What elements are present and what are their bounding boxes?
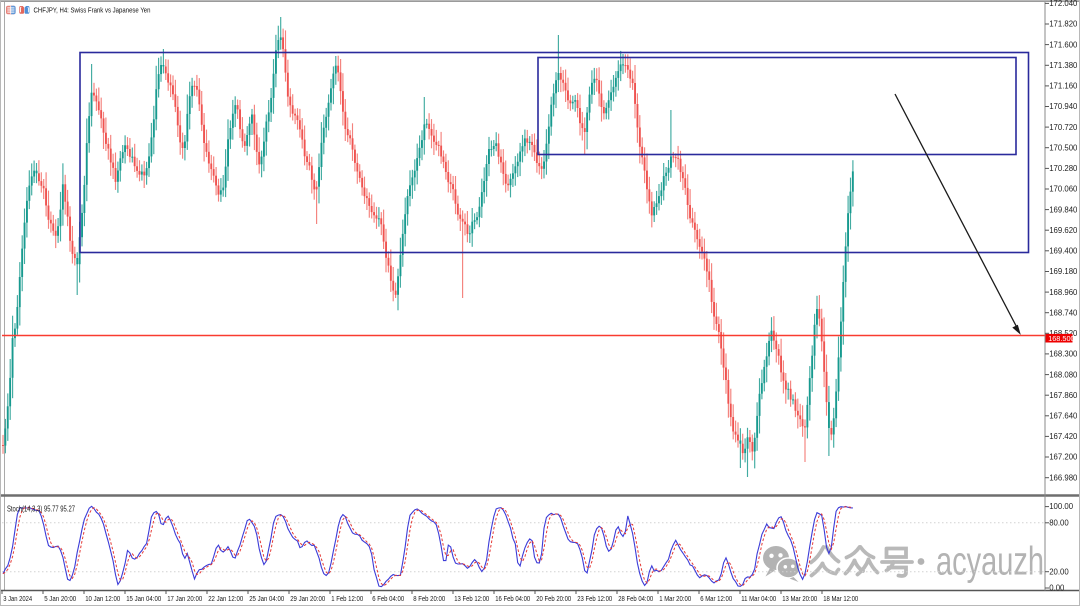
svg-text:168.960: 168.960 [1049,288,1078,297]
svg-text:170.500: 170.500 [1049,143,1078,152]
svg-text:acyauzh: acyauzh [936,540,1044,584]
svg-text:28 Feb 04:00: 28 Feb 04:00 [618,596,653,603]
svg-text:168.740: 168.740 [1049,308,1078,317]
svg-text:29 Jan 20:00: 29 Jan 20:00 [290,596,325,603]
svg-text:171.600: 171.600 [1049,40,1078,49]
svg-text:167.640: 167.640 [1049,412,1078,421]
svg-text:167.860: 167.860 [1049,391,1078,400]
svg-text:169.840: 169.840 [1049,205,1078,214]
svg-text:80.00: 80.00 [1049,519,1069,528]
svg-text:171.820: 171.820 [1049,20,1078,29]
svg-text:Stoch(14,3,3) 95.77 95.27: Stoch(14,3,3) 95.77 95.27 [7,505,75,514]
svg-text:167.200: 167.200 [1049,453,1078,462]
svg-text:169.620: 169.620 [1049,226,1078,235]
svg-text:1 Feb 12:00: 1 Feb 12:00 [331,596,363,603]
svg-text:169.180: 169.180 [1049,267,1078,276]
svg-text:172.040: 172.040 [1049,0,1078,8]
svg-text:167.420: 167.420 [1049,432,1078,441]
svg-text:169.400: 169.400 [1049,247,1078,256]
svg-text:170.060: 170.060 [1049,185,1078,194]
svg-text:168.520: 168.520 [1049,329,1078,338]
svg-text:168.500: 168.500 [1048,334,1074,343]
svg-text:18 Mar 12:00: 18 Mar 12:00 [823,596,858,603]
svg-text:3 Jan 2024: 3 Jan 2024 [3,596,32,603]
svg-text:23 Feb 12:00: 23 Feb 12:00 [577,596,612,603]
svg-text:170.280: 170.280 [1049,164,1078,173]
svg-text:20.00: 20.00 [1049,567,1069,576]
svg-text:22 Jan 12:00: 22 Jan 12:00 [208,596,243,603]
svg-text:8 Feb 20:00: 8 Feb 20:00 [413,596,445,603]
svg-text:170.940: 170.940 [1049,102,1078,111]
svg-text:171.380: 171.380 [1049,61,1078,70]
svg-text:170.720: 170.720 [1049,123,1078,132]
svg-text:11 Mar 04:00: 11 Mar 04:00 [741,596,776,603]
svg-text:17 Jan 20:00: 17 Jan 20:00 [167,596,202,603]
svg-text:6 Feb 04:00: 6 Feb 04:00 [372,596,404,603]
svg-text:166.980: 166.980 [1049,473,1078,482]
svg-text:171.160: 171.160 [1049,82,1078,91]
svg-text:20 Feb 20:00: 20 Feb 20:00 [536,596,571,603]
svg-text:0.00: 0.00 [1049,584,1065,593]
svg-text:168.080: 168.080 [1049,370,1078,379]
svg-text:168.300: 168.300 [1049,350,1078,359]
svg-text:13 Feb 12:00: 13 Feb 12:00 [454,596,489,603]
svg-text:CHFJPY, H4: Swiss Frank vs Ja: CHFJPY, H4: Swiss Frank vs Japanese Yen [34,6,151,15]
svg-text:100.00: 100.00 [1049,502,1074,511]
svg-text:25 Jan 04:00: 25 Jan 04:00 [249,596,284,603]
svg-text:15 Jan 04:00: 15 Jan 04:00 [126,596,161,603]
svg-text:5 Jan 20:00: 5 Jan 20:00 [44,596,76,603]
svg-text:6 Mar 12:00: 6 Mar 12:00 [700,596,732,603]
svg-text:13 Mar 20:00: 13 Mar 20:00 [782,596,817,603]
svg-text:16 Feb 04:00: 16 Feb 04:00 [495,596,530,603]
svg-text:1 Mar 20:00: 1 Mar 20:00 [659,596,691,603]
svg-text:10 Jan 12:00: 10 Jan 12:00 [85,596,120,603]
